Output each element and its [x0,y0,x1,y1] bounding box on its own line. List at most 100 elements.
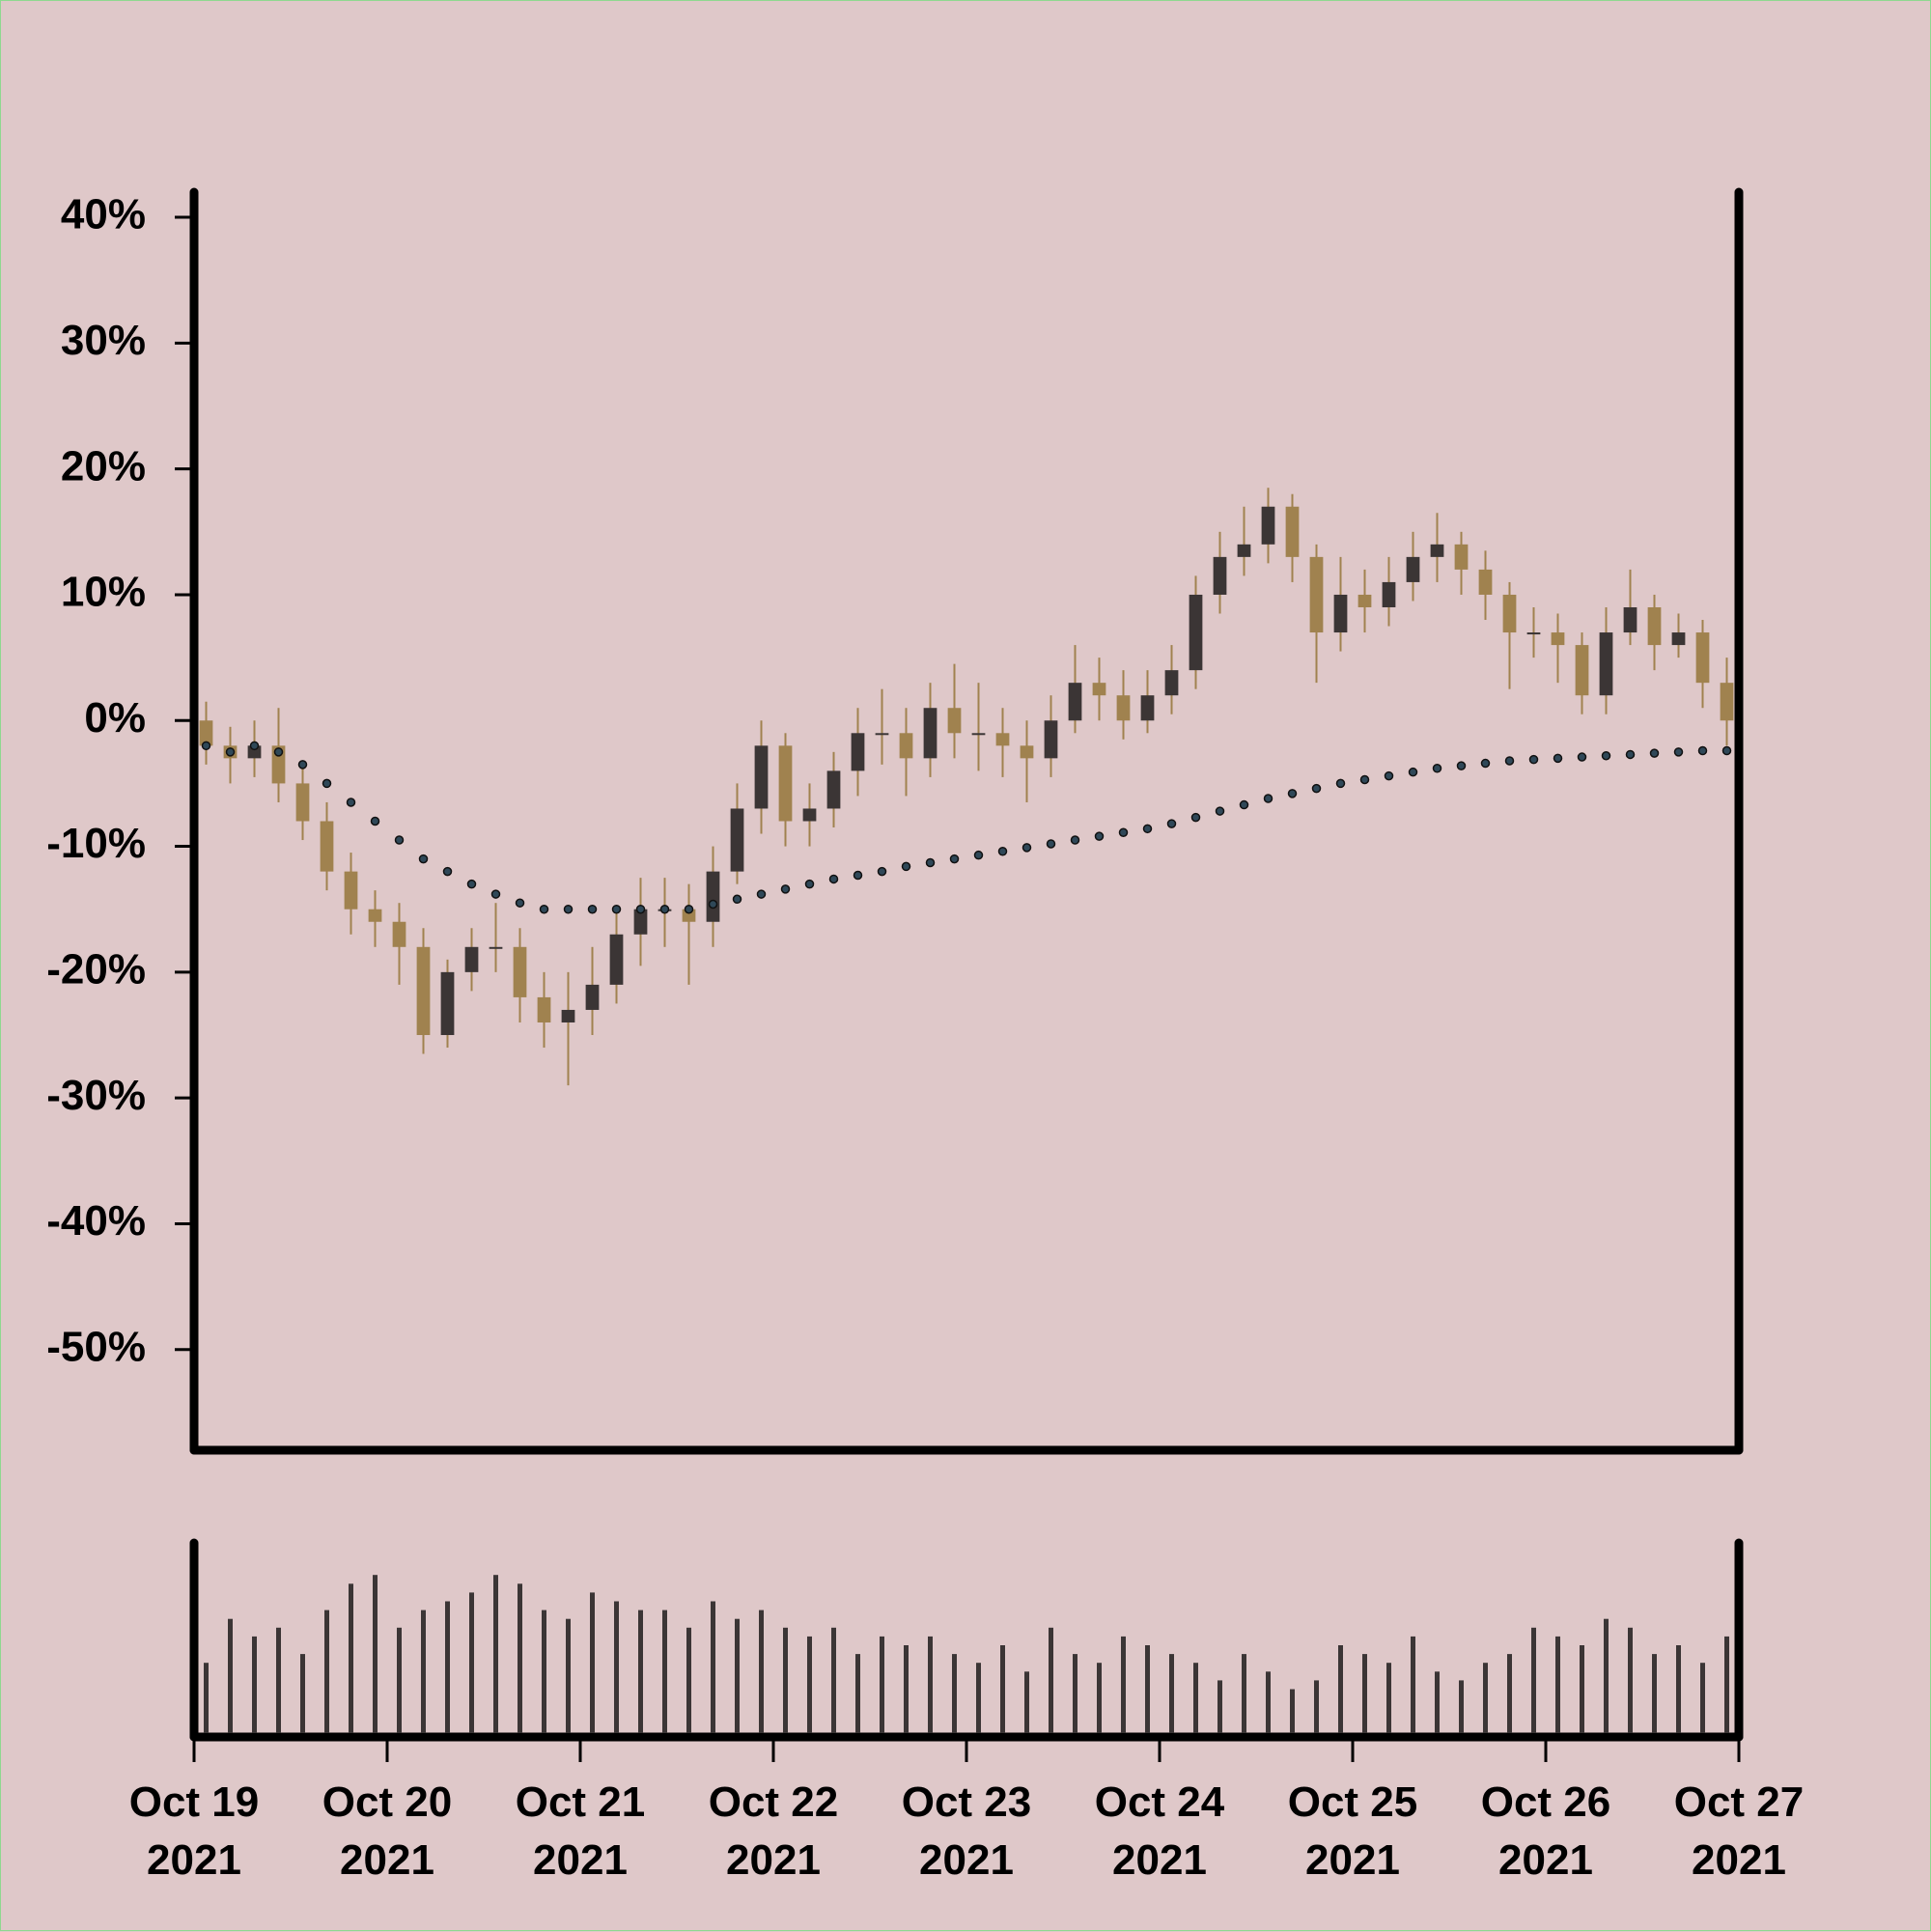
volume-bar [1652,1654,1657,1733]
candle-body [392,921,406,947]
volume-bar [759,1610,764,1733]
volume-bar [711,1601,715,1733]
candle-body [1526,632,1541,635]
moving-average-point [1070,835,1080,845]
moving-average-point [1166,819,1177,828]
candle-body [1044,720,1058,759]
y-tick-label: 40% [61,191,146,238]
candle-body [344,871,358,910]
volume-bar [1435,1671,1440,1733]
candle-body [1309,556,1324,633]
y-tick-label: -10% [46,820,146,867]
y-tick-label: 30% [61,317,146,364]
candle-body [754,745,769,809]
moving-average-point [249,741,260,751]
moving-average-point [1287,789,1298,798]
moving-average-point [1335,778,1346,789]
volume-bar [542,1610,546,1733]
volume-bar [952,1654,957,1733]
moving-average-point [949,854,960,864]
moving-average-point [756,889,767,899]
x-tick-label: Oct 25 2021 [1287,1778,1418,1884]
volume-bar [735,1618,740,1733]
volume-bar [1073,1654,1077,1733]
volume-bar [976,1663,981,1733]
x-tick-label: Oct 21 2021 [515,1778,646,1884]
candle-body [730,808,744,872]
candle-body [995,733,1010,746]
moving-average-point [1384,770,1394,781]
moving-average-point [708,899,718,910]
candle-body [513,946,527,997]
moving-average-point [1190,812,1201,823]
moving-average-point [1601,750,1611,761]
volume-bar [445,1601,450,1733]
volume-bar [1121,1636,1126,1733]
candle-body [561,1009,575,1022]
moving-average-point [1021,843,1032,853]
candle-body [295,783,310,822]
volume-bar [493,1575,498,1733]
volume-bar [1314,1680,1319,1733]
volume-bar [590,1592,595,1733]
moving-average-point [442,866,453,877]
x-tick-label: Oct 24 2021 [1094,1778,1225,1884]
candle-body [778,745,793,822]
volume-bar [1049,1627,1053,1733]
volume-bar [1217,1680,1222,1733]
candle-body [1502,594,1517,633]
moving-average-point [611,904,622,914]
moving-average-point [539,904,549,914]
moving-average-point [1528,754,1539,765]
volume-bar [686,1627,691,1733]
candle-body [923,708,938,759]
volume-bar [349,1583,353,1733]
candle-body [947,708,962,734]
moving-average-point [804,879,815,889]
candle-body [875,733,889,736]
moving-average-point [877,866,887,877]
moving-average-point [1094,831,1105,841]
candle-body [1285,506,1300,557]
moving-average-point [973,850,984,860]
candle-body [1551,632,1565,646]
volume-bar [1266,1671,1271,1733]
y-tick-label: 20% [61,442,146,490]
volume-bar [1242,1654,1246,1733]
candle-body [1575,645,1589,696]
moving-average-point [732,894,742,905]
volume-bar [228,1618,233,1733]
moving-average-point [1263,794,1273,803]
moving-average-point [1673,747,1684,757]
candle-body [1406,556,1420,582]
volume-bar [904,1645,909,1733]
y-tick-label: 0% [84,694,146,742]
candle-body [1189,594,1203,671]
moving-average-point [1553,753,1563,764]
candle-body [802,808,817,822]
moving-average-point [1577,752,1587,762]
volume-bar [1338,1645,1343,1733]
candle-body [489,946,503,949]
x-tick-label: Oct 26 2021 [1480,1778,1611,1884]
y-tick-label: -30% [46,1072,146,1119]
x-tick-label: Oct 19 2021 [128,1778,260,1884]
candle-body [416,946,431,1036]
candle-body [1164,670,1179,696]
moving-average-point [1625,749,1636,760]
candle-body [1454,544,1469,570]
moving-average-point [515,898,525,908]
volume-bar [928,1636,933,1733]
candle-body [464,946,479,972]
moving-average-point [587,904,598,914]
volume-bar [1169,1654,1174,1733]
moving-average-point [394,835,405,845]
moving-average-point [684,904,694,914]
volume-bar [1724,1636,1729,1733]
moving-average-point [1721,745,1732,756]
volume-bar [807,1636,812,1733]
moving-average-point [1456,761,1467,770]
moving-average-point [1046,839,1056,849]
candle-body [851,733,865,771]
